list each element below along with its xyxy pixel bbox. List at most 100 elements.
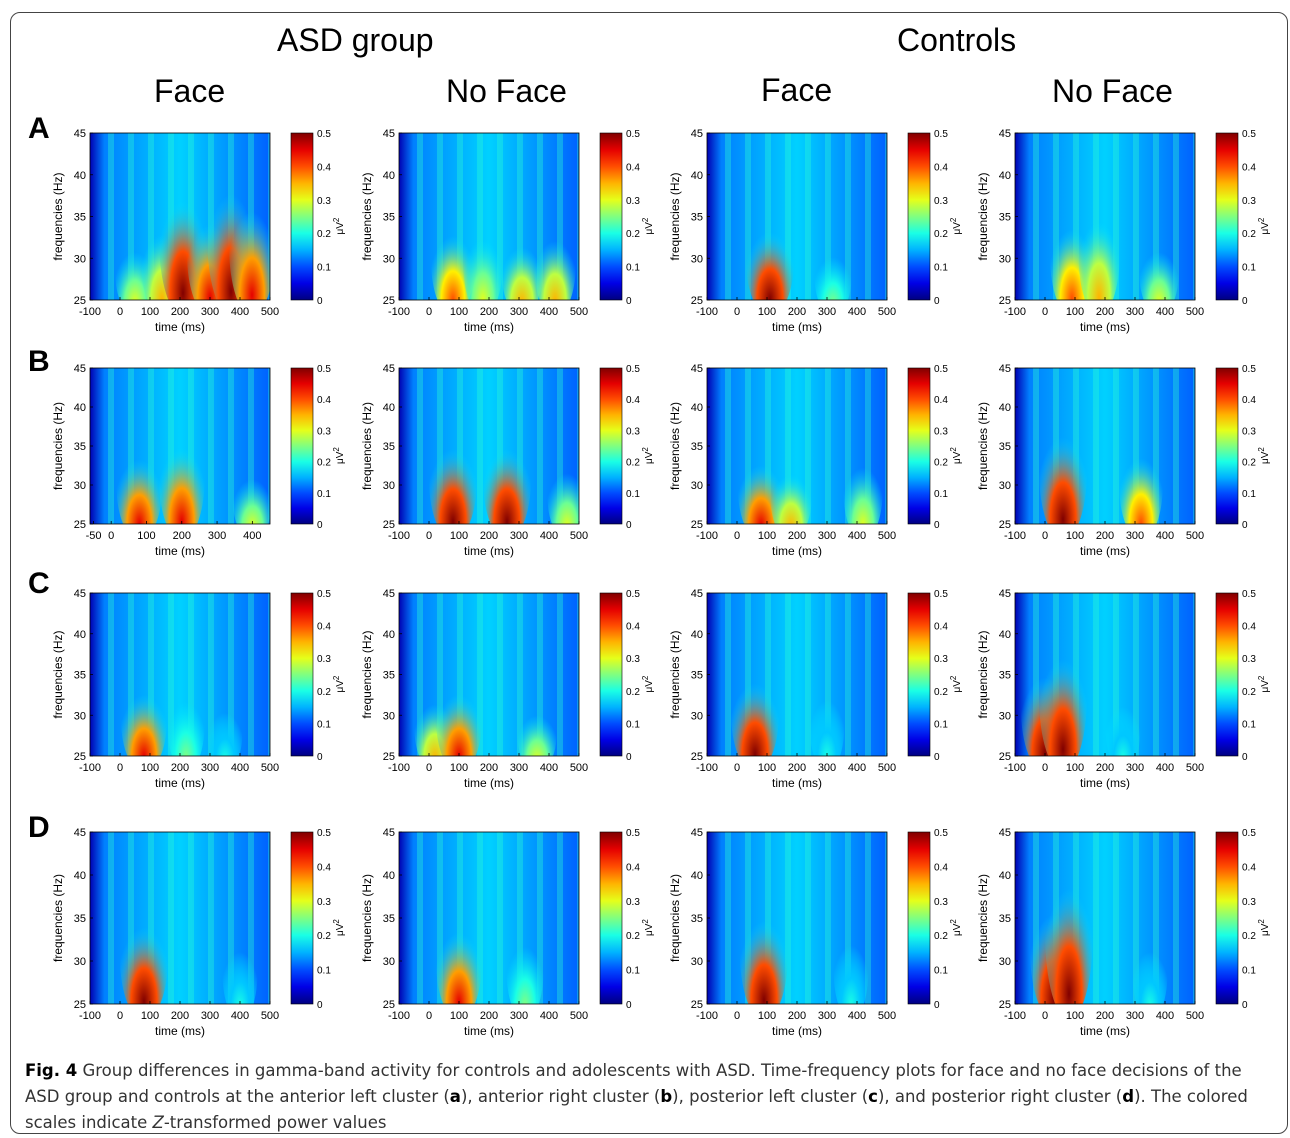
panel-c-2-peak: [517, 696, 557, 756]
panel-b-1-cbar-tick-label: 0.4: [317, 395, 331, 406]
panel-d-2-ytick-label: 25: [383, 999, 395, 1011]
panel-b-1-ytick-label: 30: [74, 480, 86, 492]
panel-b-2-ytick-label: 30: [383, 480, 395, 492]
panel-d-1-stripe: [108, 832, 114, 1004]
panel-b-4-ytick-label: 45: [999, 363, 1011, 375]
panel-a-1-cbar-tick-label: 0.5: [317, 129, 331, 140]
panel-b-2-image: [399, 368, 579, 524]
panel-b-4-ytick-label: 25: [999, 519, 1011, 531]
panel-c-2-stripe: [517, 593, 523, 756]
panel-d-2-stripe: [437, 832, 443, 1004]
panel-b-3-cbar-label: μV2: [949, 447, 963, 464]
panel-d-3-image: [707, 832, 887, 1004]
panel-b-2-xtick-label: 500: [570, 530, 588, 542]
panel-b-2-xtick-label: 300: [510, 530, 528, 542]
panel-a-3-stripe: [825, 133, 831, 300]
panel-d-2-ytick-label: 45: [383, 827, 395, 839]
panel-a-3-peak: [814, 237, 852, 300]
panel-d-3-stripe: [805, 832, 811, 1004]
panel-a-3-stripe: [725, 133, 731, 300]
panel-a-1-ytick-label: 25: [74, 295, 86, 307]
panel-c-2-ytick-label: 30: [383, 710, 395, 722]
panel-d-3-cbar-label: μV2: [949, 919, 963, 936]
panel-c-1-cbar-label-exp: 2: [332, 675, 341, 680]
panel-c-2-cbar-tick-label: 0.4: [626, 622, 640, 633]
panel-a-4-ytick-label: 40: [999, 170, 1011, 182]
panel-d-3-cbar-tick-label: 0.3: [934, 897, 948, 908]
panel-c-1-xtick-label: 300: [201, 762, 219, 774]
panel-c-3-stripe: [845, 593, 851, 756]
panel-b-3-ytick-label: 40: [691, 402, 703, 414]
panel-a-4-cbar-tick-label: 0: [1242, 296, 1248, 307]
panel-b-3-colorbar: [907, 367, 931, 525]
caption-panel-a: a: [449, 1087, 461, 1106]
panel-b-3-ytick-label: 25: [691, 519, 703, 531]
panel-c-1-stripe: [108, 593, 114, 756]
panel-d-4-xtick-label: 0: [1042, 1010, 1048, 1022]
panel-d-4-stripe: [1133, 832, 1139, 1004]
panel-a-4-xtick-label: -100: [1004, 306, 1026, 318]
panel-c-3-ytick-label: 25: [691, 751, 703, 763]
panel-a-4-image: [1015, 133, 1195, 300]
panel-c-4-xtick-label: 200: [1096, 762, 1114, 774]
panel-a-3-ytick-label: 30: [691, 253, 703, 265]
panel-c-4-peak: [1039, 621, 1087, 756]
panel-a-4-cbar-label: μV2: [1257, 217, 1271, 234]
panel-d-1: 45 40 35 30 25 frequencies (Hz) -100 0 100 200 300…: [51, 827, 346, 1038]
panel-c-4-ylabel: frequencies (Hz): [976, 630, 990, 718]
panel-a-1-ytick-label: 45: [74, 128, 86, 140]
panel-a-4-cbar-tick-label: 0.1: [1242, 263, 1256, 274]
panel-b-4-cbar-tick-label: 0.5: [1242, 364, 1256, 375]
panel-c-4-stripe: [1133, 593, 1139, 756]
panel-d-4-xtick-label: 300: [1126, 1010, 1144, 1022]
panel-c-1: 45 40 35 30 25 frequencies (Hz) -100 0 100 200 300…: [51, 588, 346, 790]
panel-b-4-ytick-label: 40: [999, 402, 1011, 414]
panel-b-4-xtick-label: 100: [1066, 530, 1084, 542]
panel-a-3-xtick-label: 500: [878, 306, 896, 318]
panel-a-2-stripe: [517, 133, 523, 300]
panel-a-3-ytick-label: 35: [691, 212, 703, 224]
caption-text-2: ), anterior right cluster (: [460, 1087, 661, 1106]
panel-c-1-xtick-label: 0: [117, 762, 123, 774]
panel-d-1-image: [90, 832, 270, 1004]
panel-c-2-stripe: [537, 593, 543, 756]
condition-title-asd-face: Face: [154, 73, 226, 109]
panel-b-4-stripe: [1033, 368, 1039, 524]
panel-a-2-peak: [534, 215, 576, 300]
caption-text-1: Group differences in gamma-band activity…: [25, 1061, 1242, 1106]
panel-d-3-stripe: [865, 832, 871, 1004]
panel-c-3-cbar-tick-label: 0.4: [934, 622, 948, 633]
panel-d-4-ytick-label: 35: [999, 913, 1011, 925]
panel-c-3-cbar-tick-label: 0.3: [934, 654, 948, 665]
panel-d-2: 45 40 35 30 25 frequencies (Hz) -100 0 100 200 300…: [360, 827, 655, 1038]
panel-d-4-colorbar: [1215, 831, 1239, 1005]
panel-a-3-image: [707, 133, 887, 300]
panel-b-1-xlabel: time (ms): [155, 544, 205, 558]
panel-c-4-cbar-tick-label: 0.2: [1242, 687, 1256, 698]
panel-c-2-colorbar: [599, 592, 623, 757]
panel-c-1-ytick-label: 35: [74, 670, 86, 682]
panel-d-2-xtick-label: 500: [570, 1010, 588, 1022]
caption-panel-d: d: [1122, 1087, 1135, 1106]
panel-d-4-cbar-label-exp: 2: [1257, 919, 1266, 924]
panel-b-2-stripe: [477, 368, 483, 524]
caption-text-3: ), posterior left cluster (: [672, 1087, 869, 1106]
panel-d-2-cbar-tick-label: 0.1: [626, 966, 640, 977]
panel-b-2-peak: [547, 451, 579, 524]
panel-a-3-peak: [746, 204, 794, 300]
panel-a-3-cbar-tick-label: 0.4: [934, 162, 948, 173]
panel-a-4-ylabel: frequencies (Hz): [976, 172, 990, 260]
panel-c-2-stripe: [497, 593, 503, 756]
panel-b-2-ylabel: frequencies (Hz): [360, 402, 374, 490]
panel-c-2-stripe: [577, 593, 579, 756]
panel-a-1-cbar-label-exp: 2: [332, 217, 341, 222]
panel-d-1-cbar-label-exp: 2: [332, 919, 341, 924]
panel-a-3-background: [707, 133, 887, 300]
panel-a-3-stripe: [745, 133, 751, 300]
panel-b-2-xtick-label: 400: [540, 530, 558, 542]
panel-d-3-peak: [833, 920, 869, 1004]
panel-a-3-cbar-tick-label: 0.2: [934, 229, 948, 240]
panel-a-2-xtick-label: 200: [480, 306, 498, 318]
panel-b-3-ytick-label: 30: [691, 480, 703, 492]
